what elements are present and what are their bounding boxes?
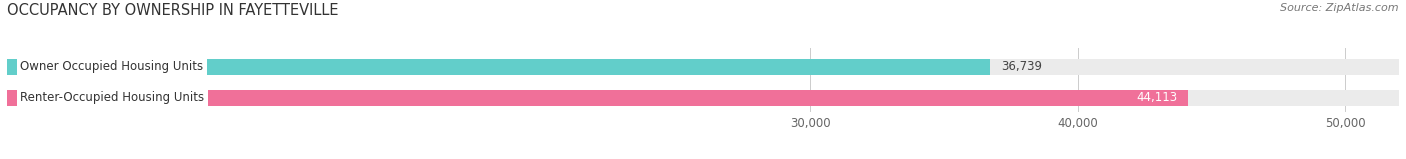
Text: Source: ZipAtlas.com: Source: ZipAtlas.com <box>1281 3 1399 13</box>
Text: Renter-Occupied Housing Units: Renter-Occupied Housing Units <box>21 91 204 104</box>
Text: OCCUPANCY BY OWNERSHIP IN FAYETTEVILLE: OCCUPANCY BY OWNERSHIP IN FAYETTEVILLE <box>7 3 339 18</box>
Bar <box>7 59 990 75</box>
Bar <box>7 90 1188 106</box>
Text: 36,739: 36,739 <box>1001 60 1042 73</box>
Bar <box>7 59 1399 75</box>
Text: Owner Occupied Housing Units: Owner Occupied Housing Units <box>21 60 204 73</box>
Text: 44,113: 44,113 <box>1136 91 1177 104</box>
Bar <box>7 90 1399 106</box>
